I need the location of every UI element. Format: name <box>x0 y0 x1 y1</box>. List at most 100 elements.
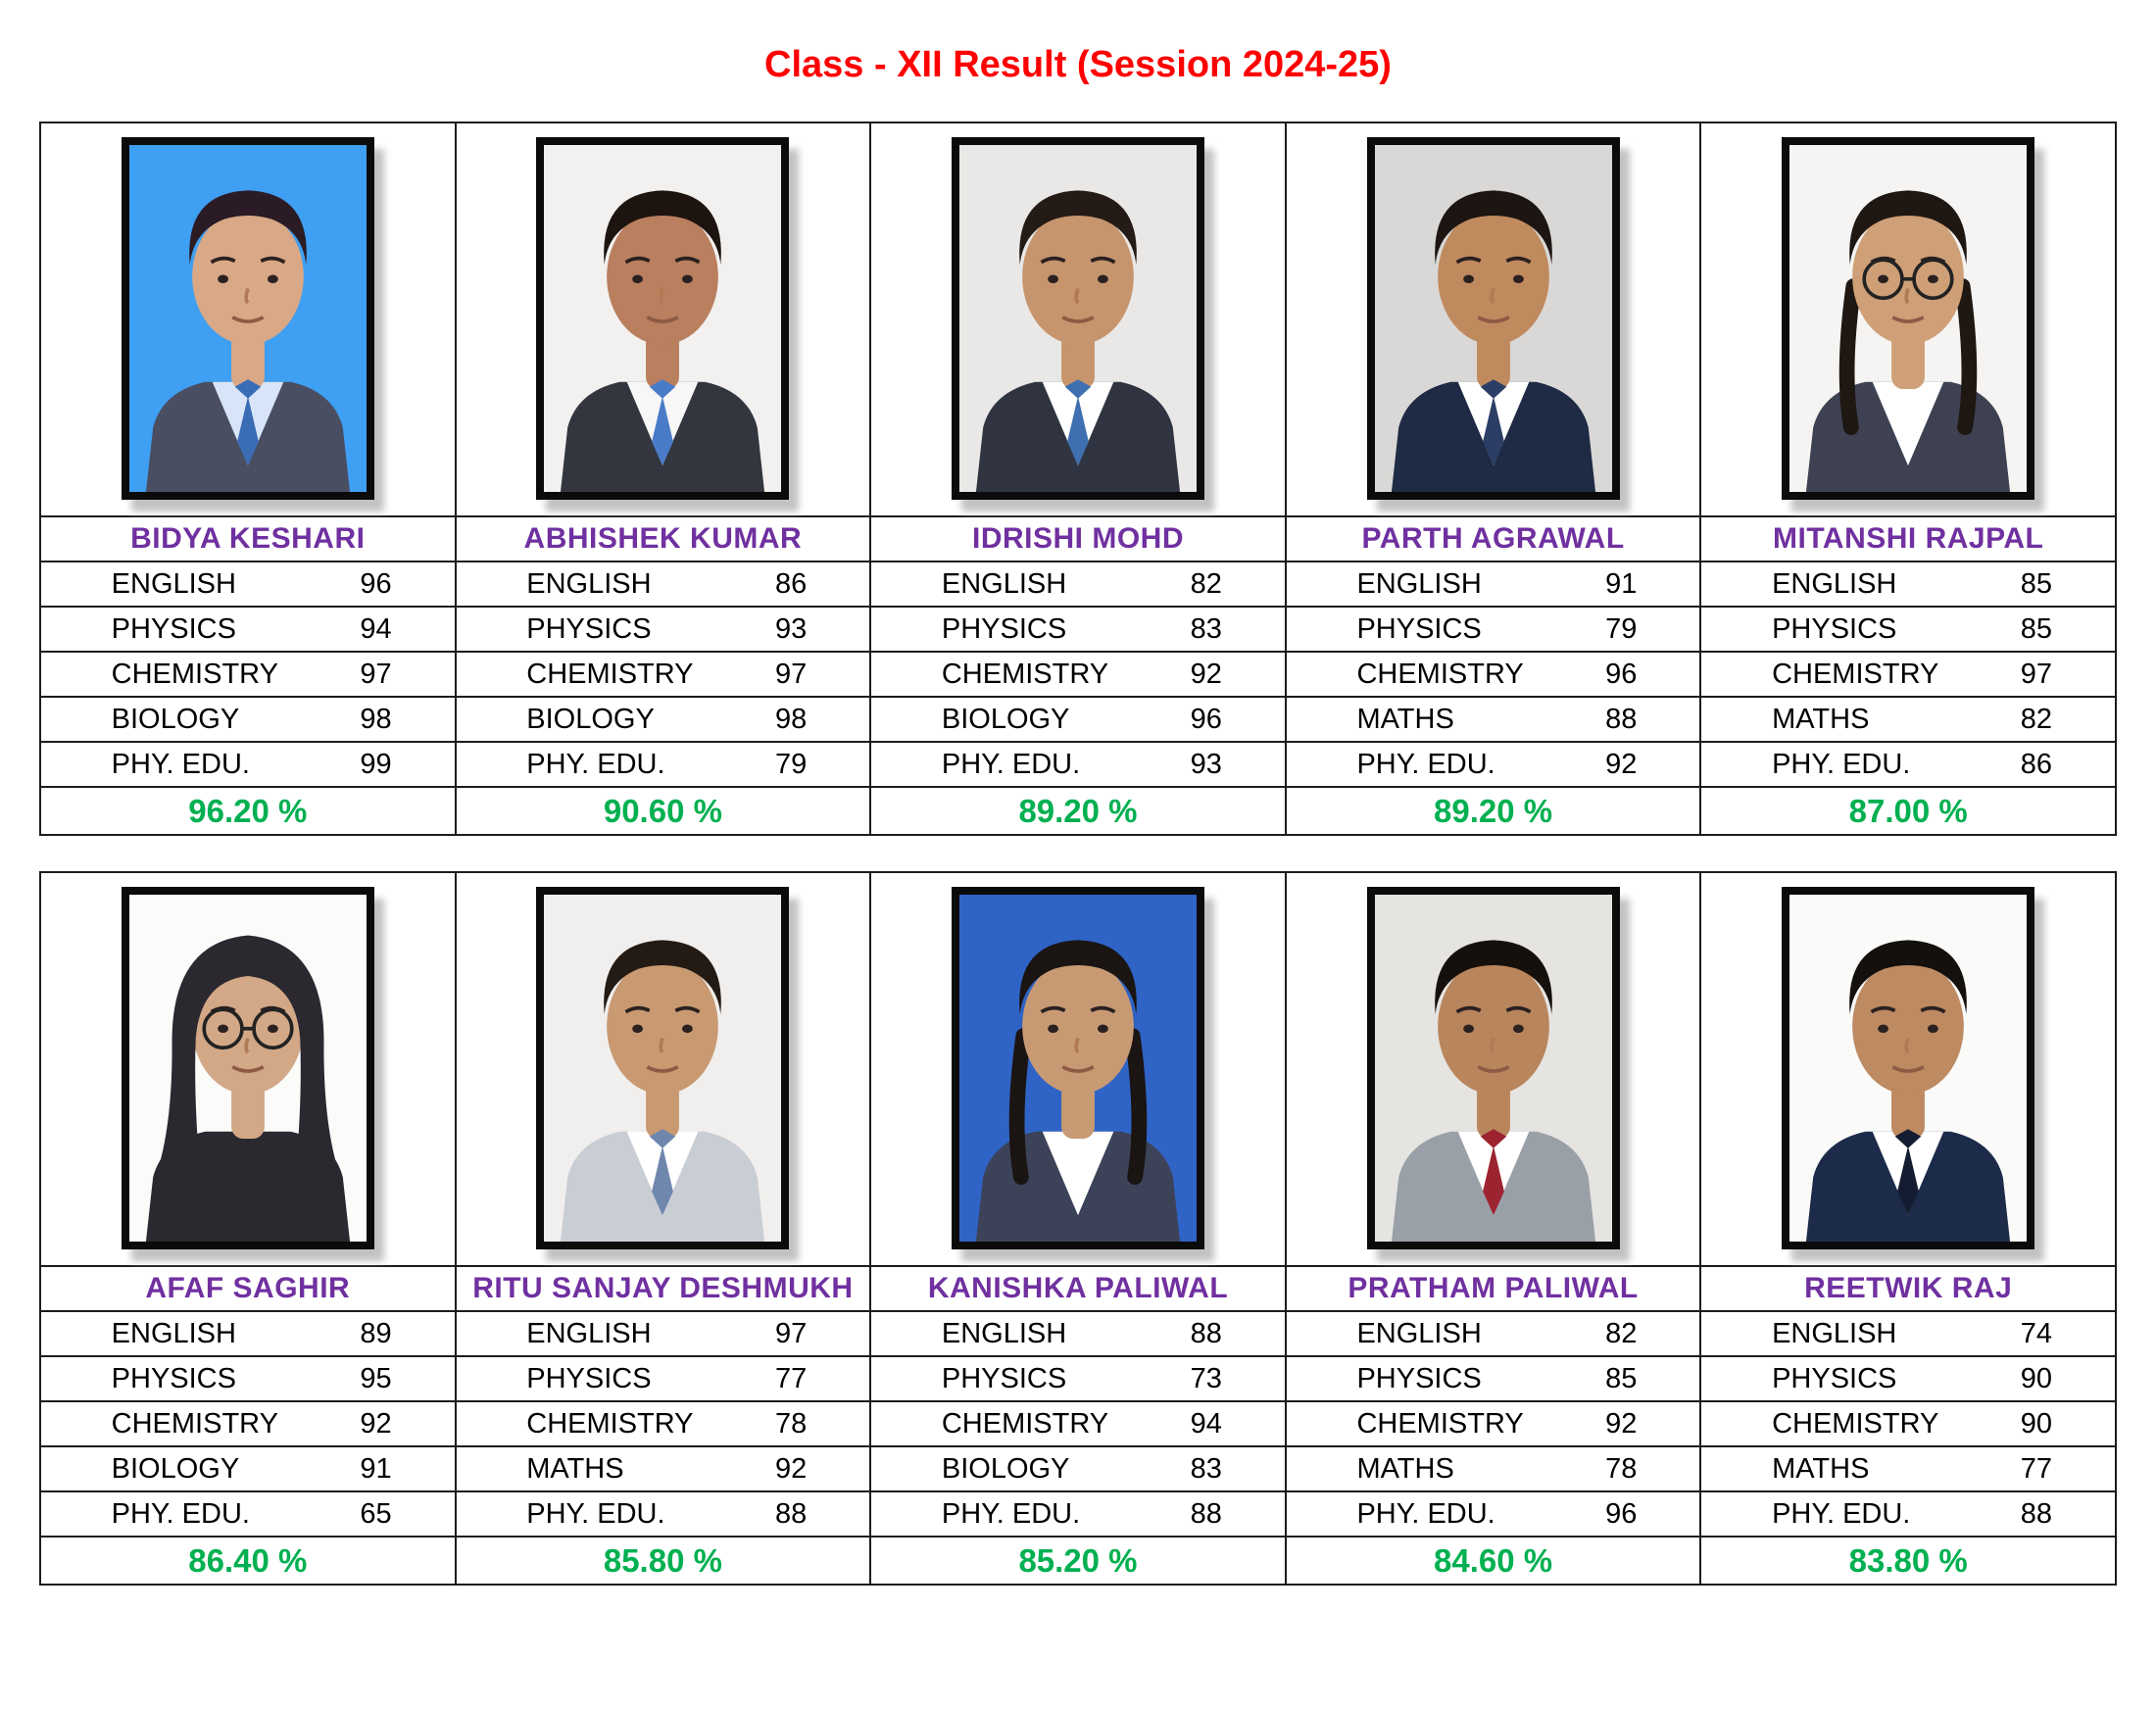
student-cell: MITANSHI RAJPAL ENGLISH 85 PHYSICS 85 CH… <box>1701 123 2115 834</box>
subject-row: BIOLOGY 91 <box>41 1447 455 1490</box>
subject-row: PHYSICS 85 <box>1286 1357 1700 1400</box>
subject-mark: 79 <box>774 748 808 780</box>
subject-row: ENGLISH 82 <box>1286 1312 1700 1355</box>
subject-label: PHYSICS <box>1356 1362 1482 1394</box>
subject-mark: 98 <box>360 703 392 735</box>
subject-row: CHEMISTRY 97 <box>1701 653 2115 696</box>
subject-label: ENGLISH <box>111 1317 236 1349</box>
subject-mark: 97 <box>360 658 392 690</box>
student-name: RITU SANJAY DESHMUKH <box>456 1267 870 1310</box>
student-cell: ABHISHEK KUMAR ENGLISH 86 PHYSICS 93 CHE… <box>456 123 870 834</box>
subject-mark: 97 <box>2020 658 2053 690</box>
subject-mark: 99 <box>360 748 392 780</box>
subject-mark: 96 <box>360 567 392 600</box>
subject-label: MATHS <box>1772 1452 1870 1485</box>
student-photo-box <box>41 123 455 515</box>
subject-mark: 79 <box>1605 612 1638 645</box>
subject-label: CHEMISTRY <box>526 1407 694 1440</box>
student-photo <box>536 137 790 500</box>
subject-mark: 97 <box>774 1317 808 1349</box>
subject-mark: 82 <box>2020 703 2053 735</box>
subject-row: BIOLOGY 96 <box>871 698 1285 741</box>
subject-label: PHY. EDU. <box>526 748 665 780</box>
student-photo-box <box>871 123 1285 515</box>
student-portrait-icon <box>958 895 1197 1242</box>
subject-row: MATHS 78 <box>1286 1447 1700 1490</box>
subject-mark: 85 <box>1605 1362 1638 1394</box>
subject-mark: 86 <box>774 567 808 600</box>
student-name: IDRISHI MOHD <box>871 517 1285 561</box>
subject-label: CHEMISTRY <box>111 658 278 690</box>
student-photo-box <box>41 873 455 1265</box>
student-portrait-icon <box>1374 145 1612 492</box>
student-photo-box <box>456 873 870 1265</box>
student-name: REETWIK RAJ <box>1701 1267 2115 1310</box>
student-photo <box>1366 137 1620 500</box>
subject-row: PHYSICS 90 <box>1701 1357 2115 1400</box>
subject-label: PHYSICS <box>1356 612 1482 645</box>
percentage-value: 89.20 % <box>871 788 1285 834</box>
subject-row: ENGLISH 89 <box>41 1312 455 1355</box>
subject-mark: 78 <box>1605 1452 1638 1485</box>
subject-label: BIOLOGY <box>941 703 1070 735</box>
student-photo <box>121 887 374 1249</box>
subject-mark: 90 <box>2020 1362 2053 1394</box>
subject-row: MATHS 77 <box>1701 1447 2115 1490</box>
subject-label: CHEMISTRY <box>1356 1407 1524 1440</box>
student-name: PRATHAM PALIWAL <box>1286 1267 1700 1310</box>
subject-label: BIOLOGY <box>526 703 655 735</box>
subject-row: PHY. EDU. 92 <box>1286 743 1700 786</box>
subject-mark: 97 <box>774 658 808 690</box>
subject-mark: 78 <box>774 1407 808 1440</box>
subject-label: MATHS <box>526 1452 624 1485</box>
subject-row: BIOLOGY 98 <box>41 698 455 741</box>
percentage-value: 90.60 % <box>456 788 870 834</box>
student-cell: REETWIK RAJ ENGLISH 74 PHYSICS 90 CHEMIS… <box>1701 873 2115 1584</box>
subject-label: PHYSICS <box>526 1362 652 1394</box>
student-cell: IDRISHI MOHD ENGLISH 82 PHYSICS 83 CHEMI… <box>871 123 1285 834</box>
subject-mark: 95 <box>360 1362 392 1394</box>
student-portrait-icon <box>128 895 367 1242</box>
subject-row: BIOLOGY 98 <box>456 698 870 741</box>
student-cell: PARTH AGRAWAL ENGLISH 91 PHYSICS 79 CHEM… <box>1286 123 1700 834</box>
student-photo <box>1782 137 2035 500</box>
subject-row: CHEMISTRY 92 <box>871 653 1285 696</box>
student-photo-box <box>871 873 1285 1265</box>
subject-label: CHEMISTRY <box>111 1407 278 1440</box>
subject-mark: 82 <box>1605 1317 1638 1349</box>
subject-label: PHY. EDU. <box>1356 1497 1495 1530</box>
percentage-value: 87.00 % <box>1701 788 2115 834</box>
subject-mark: 92 <box>1605 748 1638 780</box>
subject-label: PHY. EDU. <box>526 1497 665 1530</box>
subject-row: CHEMISTRY 92 <box>41 1402 455 1445</box>
subject-row: PHY. EDU. 96 <box>1286 1492 1700 1536</box>
subject-label: ENGLISH <box>1356 567 1482 600</box>
student-cell: AFAF SAGHIR ENGLISH 89 PHYSICS 95 CHEMIS… <box>41 873 455 1584</box>
student-portrait-icon <box>958 145 1197 492</box>
subject-mark: 77 <box>774 1362 808 1394</box>
student-photo <box>951 137 1204 500</box>
subject-label: BIOLOGY <box>111 703 240 735</box>
subject-mark: 92 <box>1605 1407 1638 1440</box>
subject-mark: 88 <box>1190 1317 1222 1349</box>
subject-mark: 93 <box>774 612 808 645</box>
subject-label: ENGLISH <box>941 567 1067 600</box>
subject-label: PHYSICS <box>941 612 1067 645</box>
subject-mark: 88 <box>2020 1497 2053 1530</box>
subject-mark: 90 <box>2020 1407 2053 1440</box>
page-title: Class - XII Result (Session 2024-25) <box>764 44 1392 85</box>
results-tables: BIDYA KESHARI ENGLISH 96 PHYSICS 94 CHEM… <box>0 122 2156 1586</box>
subject-row: PHYSICS 83 <box>871 608 1285 651</box>
subject-row: MATHS 82 <box>1701 698 2115 741</box>
subject-label: ENGLISH <box>111 567 236 600</box>
subject-row: PHYSICS 73 <box>871 1357 1285 1400</box>
subject-label: PHYSICS <box>111 612 236 645</box>
percentage-value: 83.80 % <box>1701 1538 2115 1584</box>
student-photo <box>1366 887 1620 1249</box>
student-portrait-icon <box>128 145 367 492</box>
subject-row: PHYSICS 94 <box>41 608 455 651</box>
percentage-value: 86.40 % <box>41 1538 455 1584</box>
student-name: PARTH AGRAWAL <box>1286 517 1700 561</box>
subject-mark: 86 <box>2020 748 2053 780</box>
subject-mark: 92 <box>774 1452 808 1485</box>
